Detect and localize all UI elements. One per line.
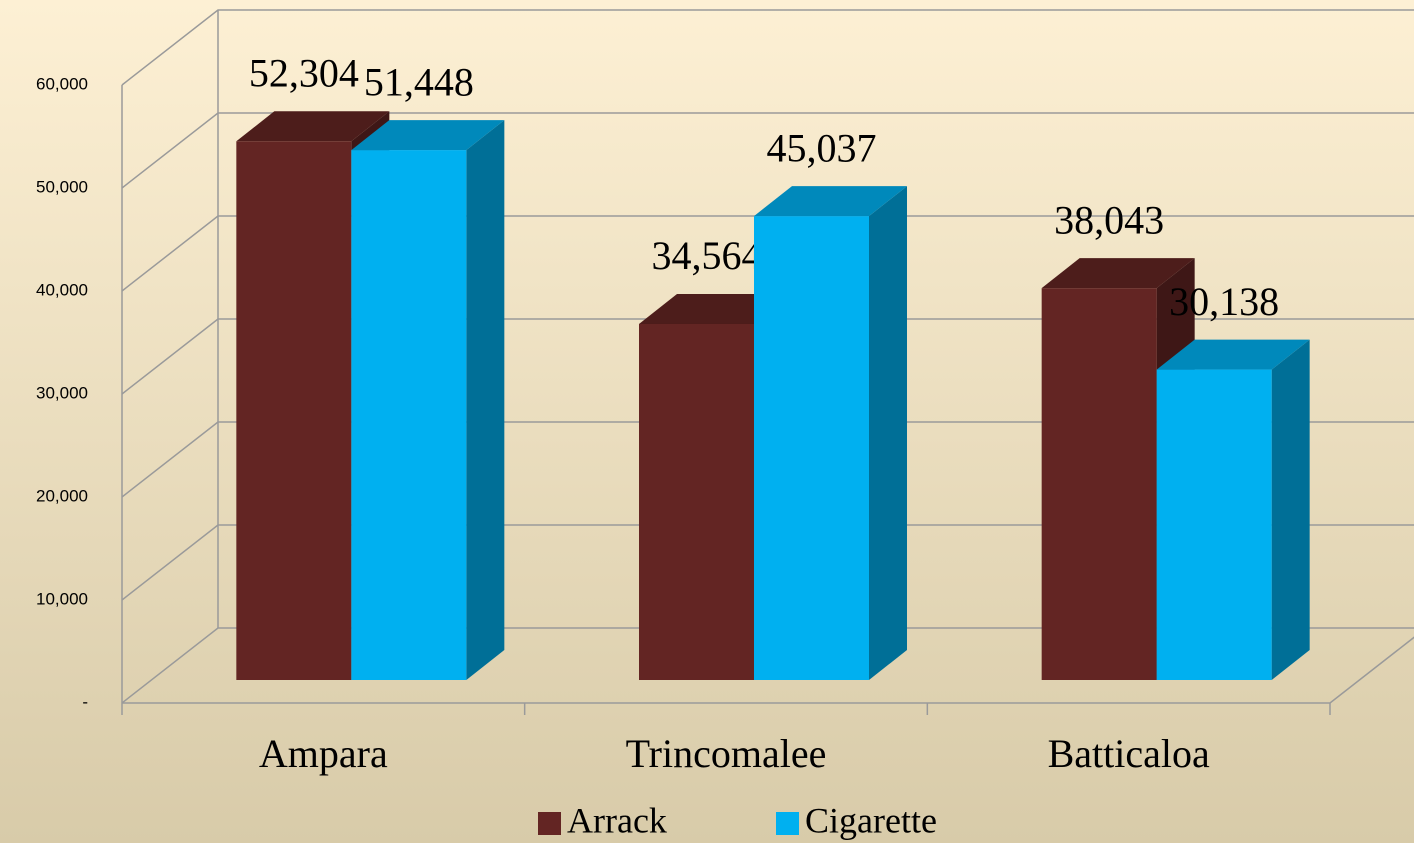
bar-top [351, 120, 505, 151]
bar-top [1041, 258, 1195, 289]
bar [639, 323, 754, 680]
bar [1041, 288, 1157, 680]
legend-label: Arrack [567, 800, 667, 840]
bar-top [639, 293, 792, 324]
y-tick-label: 30,000 [36, 383, 88, 402]
y-tick-label: 50,000 [36, 177, 88, 196]
value-label: 34,564 [652, 233, 762, 278]
bar [236, 141, 352, 680]
bar-top [754, 186, 907, 217]
value-label: 38,043 [1054, 197, 1164, 242]
bar [1156, 369, 1272, 680]
value-label: 30,138 [1169, 279, 1279, 324]
y-tick-label: 60,000 [36, 74, 88, 93]
bar-side [466, 120, 505, 681]
bar-side [1271, 339, 1310, 680]
y-tick-label: 20,000 [36, 486, 88, 505]
y-tick-label: 40,000 [36, 280, 88, 299]
legend-swatch [538, 812, 561, 835]
bar-top [1156, 339, 1310, 370]
y-tick-label: - [82, 692, 88, 711]
legend-swatch [776, 812, 799, 835]
bar-top [236, 111, 390, 142]
bar-side [869, 186, 907, 680]
x-tick-label: Batticaloa [1048, 731, 1210, 776]
legend-label: Cigarette [805, 800, 937, 840]
value-label: 51,448 [364, 59, 474, 104]
bar [351, 150, 467, 681]
value-label: 52,304 [249, 50, 359, 95]
x-tick-label: Ampara [259, 731, 388, 776]
y-tick-label: 10,000 [36, 589, 88, 608]
bar [754, 216, 869, 680]
x-tick-label: Trincomalee [626, 731, 827, 776]
value-label: 45,037 [767, 125, 877, 170]
